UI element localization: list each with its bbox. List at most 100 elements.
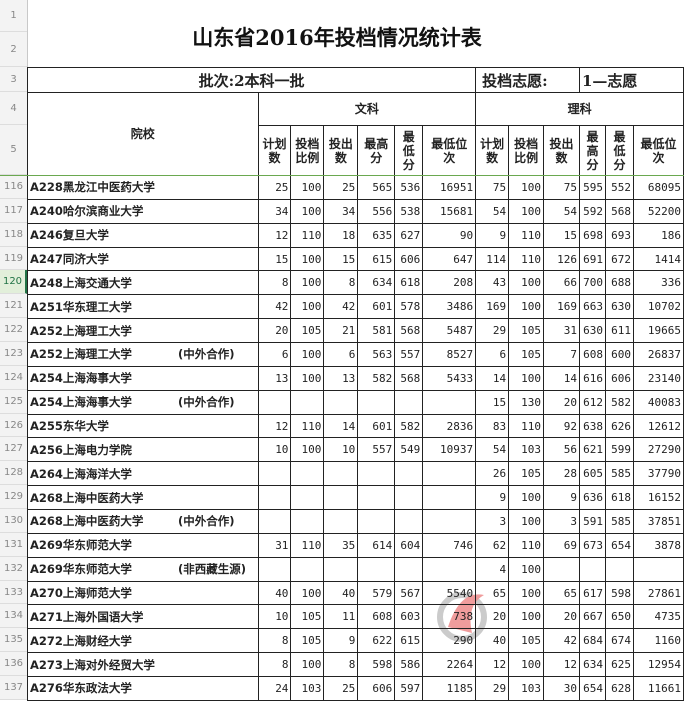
like-value-cell[interactable]: 621: [578, 437, 606, 463]
wenke-value-cell[interactable]: 563: [357, 342, 396, 367]
like-value-cell[interactable]: [543, 556, 580, 582]
like-value-cell[interactable]: 630: [578, 318, 606, 344]
like-value-cell[interactable]: 667: [578, 604, 606, 630]
like-value-cell[interactable]: 626: [604, 413, 634, 439]
row-number[interactable]: 121: [0, 294, 27, 319]
wenke-value-cell[interactable]: 10: [257, 437, 292, 463]
wenke-value-cell[interactable]: 598: [357, 652, 396, 678]
wenke-value-cell[interactable]: 100: [290, 652, 325, 678]
like-value-cell[interactable]: 20: [543, 389, 580, 415]
like-value-cell[interactable]: 700: [578, 270, 606, 296]
wenke-value-cell[interactable]: [422, 461, 477, 487]
wenke-value-cell[interactable]: 16951: [422, 175, 477, 200]
wenke-value-cell[interactable]: [257, 509, 292, 534]
wenke-value-cell[interactable]: 103: [290, 676, 325, 701]
wenke-value-cell[interactable]: 1185: [422, 676, 477, 701]
row-number[interactable]: 4: [0, 92, 27, 125]
like-value-cell[interactable]: 100: [508, 485, 545, 511]
wenke-value-cell[interactable]: 567: [394, 580, 424, 606]
wenke-value-cell[interactable]: 15: [323, 246, 359, 272]
like-value-cell[interactable]: 598: [604, 580, 634, 606]
row-number[interactable]: 136: [0, 652, 27, 677]
wenke-value-cell[interactable]: 100: [290, 580, 325, 606]
wenke-value-cell[interactable]: [357, 556, 396, 582]
like-value-cell[interactable]: 11661: [632, 676, 684, 701]
wenke-value-cell[interactable]: 100: [290, 270, 325, 296]
wenke-value-cell[interactable]: 647: [422, 246, 477, 272]
wenke-value-cell[interactable]: [357, 509, 396, 534]
like-value-cell[interactable]: 654: [578, 676, 606, 701]
like-value-cell[interactable]: 56: [543, 437, 580, 463]
school-name-cell[interactable]: A256上海电力学院: [27, 437, 259, 463]
wenke-subheader[interactable]: 最高分: [357, 125, 396, 176]
like-value-cell[interactable]: 40083: [632, 389, 684, 415]
row-number[interactable]: 126: [0, 414, 27, 438]
wenke-value-cell[interactable]: 13: [323, 365, 359, 391]
like-value-cell[interactable]: 684: [578, 628, 606, 654]
wenke-value-cell[interactable]: 42: [257, 294, 292, 320]
like-value-cell[interactable]: 26: [475, 461, 510, 487]
like-value-cell[interactable]: 336: [632, 270, 684, 296]
like-value-cell[interactable]: 100: [508, 556, 545, 582]
wenke-value-cell[interactable]: 25: [323, 676, 359, 701]
wenke-value-cell[interactable]: 627: [394, 222, 424, 248]
like-value-cell[interactable]: 110: [508, 413, 545, 439]
wenke-value-cell[interactable]: 606: [357, 676, 396, 701]
like-value-cell[interactable]: 698: [578, 222, 606, 248]
like-value-cell[interactable]: 92: [543, 413, 580, 439]
school-name-cell[interactable]: A248上海交通大学: [27, 270, 259, 296]
row-number[interactable]: 116: [0, 175, 27, 199]
school-name-cell[interactable]: A264上海海洋大学: [27, 461, 259, 487]
volunteer-label-cell[interactable]: 投档志愿:: [475, 67, 580, 93]
like-value-cell[interactable]: 12612: [632, 413, 684, 439]
row-number[interactable]: 130: [0, 509, 27, 533]
wenke-value-cell[interactable]: [394, 461, 424, 487]
wenke-value-cell[interactable]: [290, 389, 325, 415]
like-value-cell[interactable]: 26837: [632, 342, 684, 367]
like-value-cell[interactable]: 673: [578, 532, 606, 558]
wenke-value-cell[interactable]: 5487: [422, 318, 477, 344]
like-value-cell[interactable]: [632, 556, 684, 582]
like-subheader[interactable]: 计划数: [475, 125, 510, 176]
wenke-value-cell[interactable]: 34: [257, 198, 292, 224]
like-value-cell[interactable]: 7: [543, 342, 580, 367]
wenke-value-cell[interactable]: 549: [394, 437, 424, 463]
like-value-cell[interactable]: 100: [508, 198, 545, 224]
wenke-value-cell[interactable]: 603: [394, 604, 424, 630]
like-value-cell[interactable]: 29: [475, 676, 510, 701]
like-value-cell[interactable]: 654: [604, 532, 634, 558]
wenke-subheader[interactable]: 最低分: [394, 125, 424, 176]
row-number[interactable]: 119: [0, 247, 27, 271]
wenke-value-cell[interactable]: 8527: [422, 342, 477, 367]
wenke-value-cell[interactable]: 35: [323, 532, 359, 558]
like-value-cell[interactable]: 552: [604, 175, 634, 200]
wenke-value-cell[interactable]: [257, 556, 292, 582]
like-value-cell[interactable]: [578, 556, 606, 582]
wenke-value-cell[interactable]: [422, 509, 477, 534]
like-value-cell[interactable]: 31: [543, 318, 580, 344]
wenke-value-cell[interactable]: 100: [290, 294, 325, 320]
row-number[interactable]: 118: [0, 223, 27, 247]
like-value-cell[interactable]: 15: [475, 389, 510, 415]
like-value-cell[interactable]: 3878: [632, 532, 684, 558]
wenke-value-cell[interactable]: 608: [357, 604, 396, 630]
wenke-value-cell[interactable]: 2836: [422, 413, 477, 439]
wenke-value-cell[interactable]: 557: [357, 437, 396, 463]
wenke-value-cell[interactable]: 2264: [422, 652, 477, 678]
row-number[interactable]: 134: [0, 604, 27, 629]
school-name-cell[interactable]: A271上海外国语大学: [27, 604, 259, 630]
wenke-value-cell[interactable]: 582: [394, 413, 424, 439]
wenke-value-cell[interactable]: 105: [290, 604, 325, 630]
row-number[interactable]: 137: [0, 676, 27, 700]
like-value-cell[interactable]: 66: [543, 270, 580, 296]
wenke-value-cell[interactable]: 10937: [422, 437, 477, 463]
like-value-cell[interactable]: 29: [475, 318, 510, 344]
row-number[interactable]: 124: [0, 366, 27, 390]
wenke-value-cell[interactable]: 90: [422, 222, 477, 248]
like-value-cell[interactable]: 634: [578, 652, 606, 678]
like-value-cell[interactable]: 103: [508, 676, 545, 701]
wenke-value-cell[interactable]: 556: [357, 198, 396, 224]
like-value-cell[interactable]: 20: [475, 604, 510, 630]
wenke-value-cell[interactable]: [257, 485, 292, 511]
wenke-value-cell[interactable]: 40: [323, 580, 359, 606]
